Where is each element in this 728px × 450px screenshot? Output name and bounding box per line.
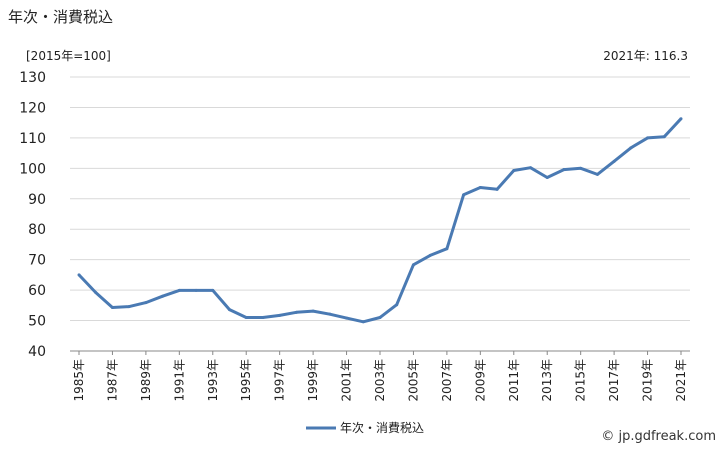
data-point xyxy=(110,305,114,309)
data-point xyxy=(378,316,382,320)
data-point xyxy=(328,312,332,316)
data-point xyxy=(629,146,633,150)
x-tick-label: 1995年 xyxy=(239,359,253,402)
data-point xyxy=(144,301,148,305)
data-point xyxy=(428,253,432,257)
data-point xyxy=(361,320,365,324)
y-tick-label: 40 xyxy=(28,344,46,360)
y-tick-label: 80 xyxy=(28,222,46,238)
x-tick-label: 1985年 xyxy=(72,359,86,402)
data-point xyxy=(529,166,532,170)
data-point xyxy=(445,247,449,251)
y-tick-label: 130 xyxy=(19,70,46,86)
data-point xyxy=(478,186,482,190)
data-point xyxy=(512,168,516,172)
x-tick-label: 1993年 xyxy=(206,359,220,402)
data-point xyxy=(395,303,399,307)
data-point xyxy=(495,187,499,191)
legend: 年次・消費税込 xyxy=(306,420,424,435)
data-point xyxy=(411,263,415,267)
legend-label: 年次・消費税込 xyxy=(340,420,424,435)
data-point xyxy=(244,316,248,320)
data-point xyxy=(194,288,198,292)
y-tick-label: 90 xyxy=(28,192,46,208)
y-tick-label: 120 xyxy=(19,100,46,116)
data-point xyxy=(161,294,165,298)
x-tick-label: 2017年 xyxy=(607,359,621,402)
data-point xyxy=(462,193,466,197)
x-tick-label: 2021年 xyxy=(674,359,688,402)
x-axis-ticks: 1985年 1987年 1989年 1991年 1993年 1995年 1997年 1999年… xyxy=(72,351,688,402)
data-point xyxy=(261,316,265,320)
x-tick-label: 2003年 xyxy=(373,359,387,402)
data-point xyxy=(211,288,215,292)
data-point xyxy=(177,288,181,292)
x-tick-label: 1999年 xyxy=(306,359,320,402)
data-point xyxy=(662,135,666,139)
data-point xyxy=(562,168,566,172)
data-point xyxy=(228,308,231,312)
x-tick-label: 2011年 xyxy=(507,359,521,402)
y-tick-label: 110 xyxy=(19,131,46,147)
y-tick-label: 50 xyxy=(28,314,46,330)
data-point xyxy=(595,172,599,176)
data-point xyxy=(545,175,549,179)
x-tick-label: 2013年 xyxy=(540,359,554,402)
data-point xyxy=(579,166,583,170)
x-tick-label: 2019年 xyxy=(641,359,655,402)
x-tick-label: 1989年 xyxy=(139,359,153,402)
y-axis-unit-label: [2015年=100] xyxy=(26,49,111,63)
x-tick-label: 1997年 xyxy=(273,359,287,402)
x-tick-label: 2007年 xyxy=(440,359,454,402)
x-tick-label: 2015年 xyxy=(574,359,588,402)
x-tick-label: 1991年 xyxy=(172,359,186,402)
x-tick-label: 1987年 xyxy=(105,359,119,402)
data-point xyxy=(127,305,131,309)
grid-lines xyxy=(70,76,690,352)
data-point xyxy=(294,310,298,314)
data-point xyxy=(94,291,98,295)
y-axis-ticks: 40 50 60 70 80 90 100 110 120 130 xyxy=(19,70,46,360)
x-tick-label: 2009年 xyxy=(473,359,487,402)
data-point xyxy=(278,313,282,317)
watermark: © jp.gdfreak.com xyxy=(601,429,716,444)
y-tick-label: 100 xyxy=(19,161,46,177)
data-point xyxy=(77,273,81,277)
y-tick-label: 70 xyxy=(28,253,46,269)
latest-value-label: 2021年: 116.3 xyxy=(603,49,688,63)
chart-title: 年次・消費税込 xyxy=(8,8,114,26)
series-line xyxy=(77,117,683,324)
data-point xyxy=(612,159,616,163)
data-point xyxy=(679,117,683,121)
series-group xyxy=(77,117,683,324)
x-tick-label: 2001年 xyxy=(340,359,354,402)
data-point xyxy=(646,136,650,140)
data-point xyxy=(345,316,349,320)
x-tick-label: 2005年 xyxy=(406,359,420,402)
data-point xyxy=(311,309,315,313)
y-tick-label: 60 xyxy=(28,283,46,299)
